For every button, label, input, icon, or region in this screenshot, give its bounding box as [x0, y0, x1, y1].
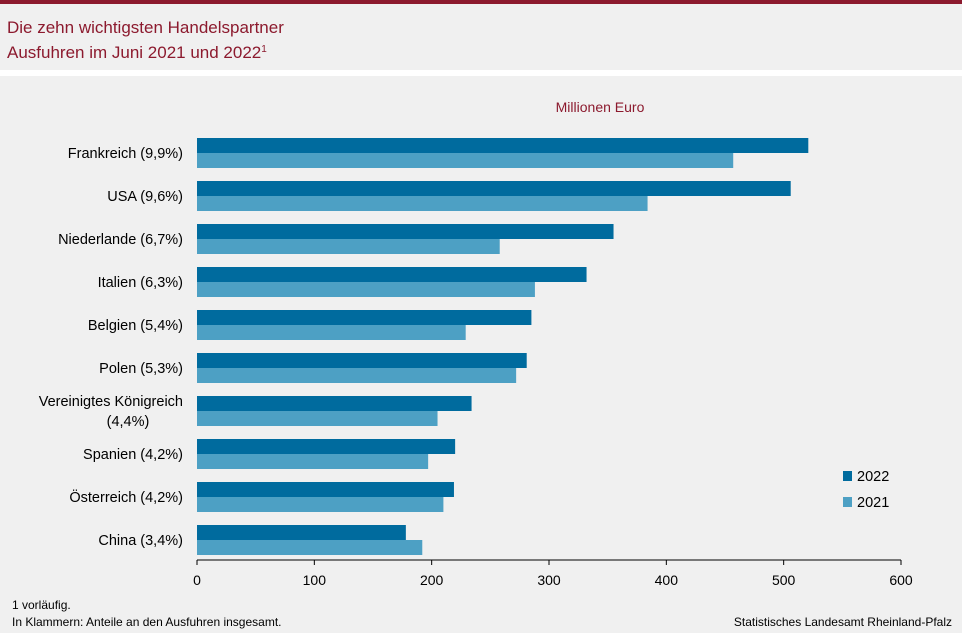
- category-label-5: Polen (5,3%): [99, 361, 183, 377]
- bar-2021-3: [197, 282, 535, 297]
- title-line-1: Die zehn wichtigsten Handelspartner: [7, 18, 284, 37]
- category-label-2: Niederlande (6,7%): [58, 232, 183, 248]
- bar-2021-8: [197, 497, 444, 512]
- footnote-1: 1 vorläufig.: [12, 598, 71, 612]
- title-line-2-text: Ausfuhren im Juni 2021 und 2022: [7, 43, 262, 62]
- x-tick-label-6: 600: [889, 572, 913, 588]
- bar-2021-4: [197, 325, 466, 340]
- top-accent-rule: [0, 0, 962, 4]
- x-tick-label-1: 100: [303, 572, 327, 588]
- bar-2021-7: [197, 454, 429, 469]
- category-label-8: Österreich (4,2%): [69, 488, 183, 506]
- footnote-2: In Klammern: Anteile an den Ausfuhren in…: [12, 615, 282, 629]
- bar-2021-1: [197, 196, 648, 211]
- category-label-7: Spanien (4,2%): [83, 447, 183, 463]
- bar-2022-5: [197, 353, 527, 368]
- legend-swatch-2021: [843, 497, 852, 507]
- bar-2022-2: [197, 224, 614, 239]
- bar-2022-6: [197, 396, 472, 411]
- header-separator: [0, 70, 962, 76]
- x-tick-label-0: 0: [193, 572, 201, 588]
- category-label-4: Belgien (5,4%): [88, 318, 183, 334]
- bar-2021-9: [197, 540, 423, 555]
- x-tick-label-2: 200: [420, 572, 444, 588]
- bar-2022-1: [197, 181, 791, 196]
- legend-swatch-2022: [843, 471, 852, 481]
- chart-title: Die zehn wichtigsten Handelspartner Ausf…: [7, 17, 284, 64]
- title-footnote-mark: 1: [261, 44, 267, 55]
- bar-2021-5: [197, 368, 517, 383]
- source-label: Statistisches Landesamt Rheinland-Pfalz: [733, 615, 952, 629]
- category-label-9: China (3,4%): [98, 533, 183, 549]
- category-label-0: Frankreich (9,9%): [68, 146, 183, 162]
- bar-2021-2: [197, 239, 500, 254]
- bar-2022-3: [197, 267, 587, 282]
- bar-2021-0: [197, 153, 734, 168]
- legend-label-2022: 2022: [857, 469, 889, 485]
- x-tick-label-3: 300: [537, 572, 561, 588]
- bar-2022-8: [197, 482, 454, 497]
- bar-2022-9: [197, 525, 406, 540]
- legend-label-2021: 2021: [857, 495, 889, 511]
- x-tick-label-4: 400: [655, 572, 679, 588]
- bar-2021-6: [197, 411, 438, 426]
- category-label-3: Italien (6,3%): [98, 275, 183, 291]
- category-label-6: Vereinigtes Königreich (4,4%): [39, 394, 183, 430]
- bar-2022-7: [197, 439, 456, 454]
- title-line-2: Ausfuhren im Juni 2021 und 20221: [7, 39, 284, 64]
- x-tick-label-5: 500: [772, 572, 796, 588]
- category-label-1: USA (9,6%): [107, 189, 183, 205]
- bar-2022-0: [197, 138, 809, 153]
- bar-chart: Millionen Euro Frankreich (9,9%) USA (9,6%…: [39, 99, 913, 588]
- bar-2022-4: [197, 310, 532, 325]
- unit-label: Millionen Euro: [556, 99, 645, 115]
